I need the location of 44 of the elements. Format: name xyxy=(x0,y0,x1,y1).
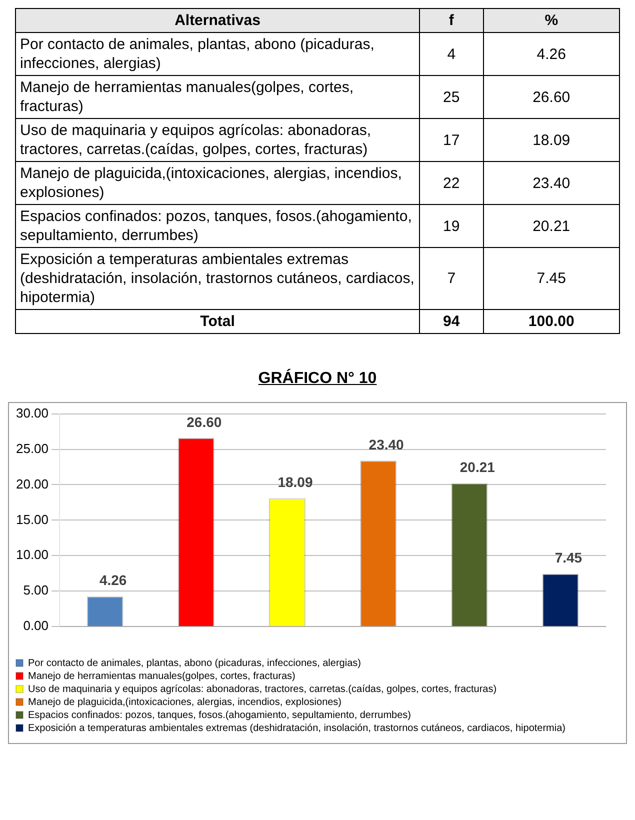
data-label: 20.21 xyxy=(483,204,620,248)
data-label: 7.45 xyxy=(554,550,582,566)
data-label: 94 xyxy=(420,310,484,334)
data-label: 7.45 xyxy=(483,248,620,310)
data-label: 4.26 xyxy=(483,32,620,76)
data-label: 26.60 xyxy=(483,76,620,118)
data-label: 19 xyxy=(420,204,484,248)
legend-label: Manejo de plaguicida,(intoxicaciones, alergias, incendios, explosiones) xyxy=(28,696,342,708)
data-label: 17 xyxy=(420,118,484,162)
data-label: 22 xyxy=(420,162,484,204)
y-tick-label: 5.00 xyxy=(23,582,49,598)
y-tick-label: 30.00 xyxy=(16,405,49,420)
legend-label: Exposición a temperaturas ambientales extremas (deshidratación, insolación, trastornos cutáneos, cardiacos, hipotermia) xyxy=(28,722,566,734)
category-label: Por contacto de animales, plantas, abono (picaduras, infecciones, alergias) xyxy=(16,32,420,76)
y-tick-label: 25.00 xyxy=(16,440,49,456)
category-label: Manejo de herramientas manuales(golpes, cortes, fracturas) xyxy=(16,76,420,118)
y-tick-label: 10.00 xyxy=(16,547,49,562)
legend-label: Por contacto de animales, plantas, abono (picaduras, infecciones, alergias) xyxy=(28,658,361,669)
data-label: 23.40 xyxy=(483,162,620,204)
y-tick-label: 0.00 xyxy=(23,618,49,634)
data-label: 4 xyxy=(420,32,484,76)
legend-label: Manejo de herramientas manuales(golpes, cortes, fracturas) xyxy=(28,670,296,682)
chart-title: GRÁFICO N° 10 xyxy=(257,370,378,388)
text: % xyxy=(483,8,620,32)
category-label: Manejo de plaguicida,(intoxicaciones, alergias, incendios, explosiones) xyxy=(16,162,420,204)
data-label: 4.26 xyxy=(99,572,127,588)
category-label: Total xyxy=(16,310,420,334)
text: f xyxy=(420,8,484,32)
y-tick-label: 15.00 xyxy=(16,512,49,527)
y-tick-label: 20.00 xyxy=(16,476,49,492)
data-label: 18.09 xyxy=(278,474,313,490)
category-label: Espacios confinados: pozos, tanques, fosos.(ahogamiento, sepultamiento, derrumbes) xyxy=(16,204,420,248)
text: Alternativas xyxy=(16,8,420,32)
data-label: 23.40 xyxy=(368,436,404,452)
category-label: Exposición a temperaturas ambientales extremas (deshidratación, insolación, trastornos cutáneos, cardiacos, hipotermia) xyxy=(16,248,420,310)
data-label: 7 xyxy=(420,248,484,310)
data-label: 26.60 xyxy=(186,414,222,430)
data-label: 25 xyxy=(420,76,484,118)
data-label: 100.00 xyxy=(483,310,620,334)
data-label: 18.09 xyxy=(483,118,620,162)
legend-label: Espacios confinados: pozos, tanques, fosos.(ahogamiento, sepultamiento, derrumbes) xyxy=(28,710,411,721)
data-label: 20.21 xyxy=(460,459,496,476)
category-label: Uso de maquinaria y equipos agrícolas: abonadoras, tractores, carretas.(caídas, golpes, cortes, fracturas) xyxy=(16,118,420,162)
legend-label: Uso de maquinaria y equipos agrícolas: abonadoras, tractores, carretas.(caídas, golpes, cortes, fracturas) xyxy=(28,684,497,695)
